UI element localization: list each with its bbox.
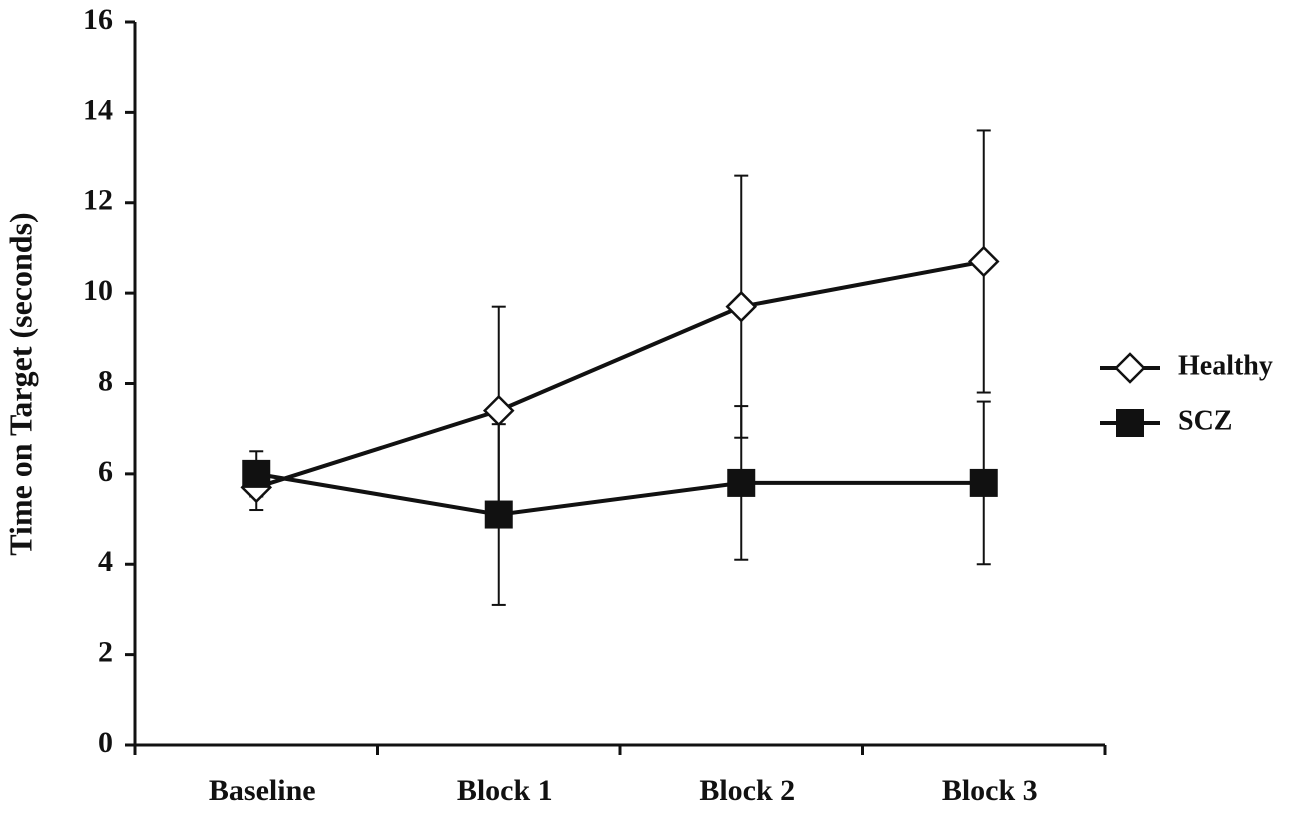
y-tick-label: 10 — [83, 274, 113, 307]
data-point — [969, 468, 998, 497]
y-axis-label: Time on Target (seconds) — [2, 212, 38, 555]
x-tick-label: Block 1 — [457, 774, 553, 807]
data-point — [482, 394, 515, 427]
data-point — [727, 468, 756, 497]
data-point — [967, 245, 1000, 278]
y-tick-label: 8 — [98, 364, 113, 397]
y-tick-label: 12 — [83, 184, 113, 217]
x-tick-label: Block 3 — [942, 774, 1038, 807]
y-tick-label: 6 — [98, 455, 113, 488]
legend-label: Healthy — [1178, 350, 1273, 381]
series-line — [255, 471, 984, 517]
y-tick-label: 14 — [83, 93, 113, 126]
series-line — [255, 259, 985, 490]
data-point — [484, 500, 513, 529]
legend-marker — [1114, 352, 1146, 384]
y-tick-label: 2 — [98, 636, 113, 669]
y-tick-label: 16 — [83, 3, 113, 36]
data-point — [242, 459, 271, 488]
y-tick-label: 4 — [98, 545, 113, 578]
x-tick-label: Baseline — [209, 774, 316, 807]
data-point — [725, 290, 758, 323]
y-tick-label: 0 — [98, 726, 113, 759]
legend-label: SCZ — [1178, 405, 1232, 436]
x-tick-label: Block 2 — [699, 774, 795, 807]
legend-marker — [1116, 409, 1144, 437]
